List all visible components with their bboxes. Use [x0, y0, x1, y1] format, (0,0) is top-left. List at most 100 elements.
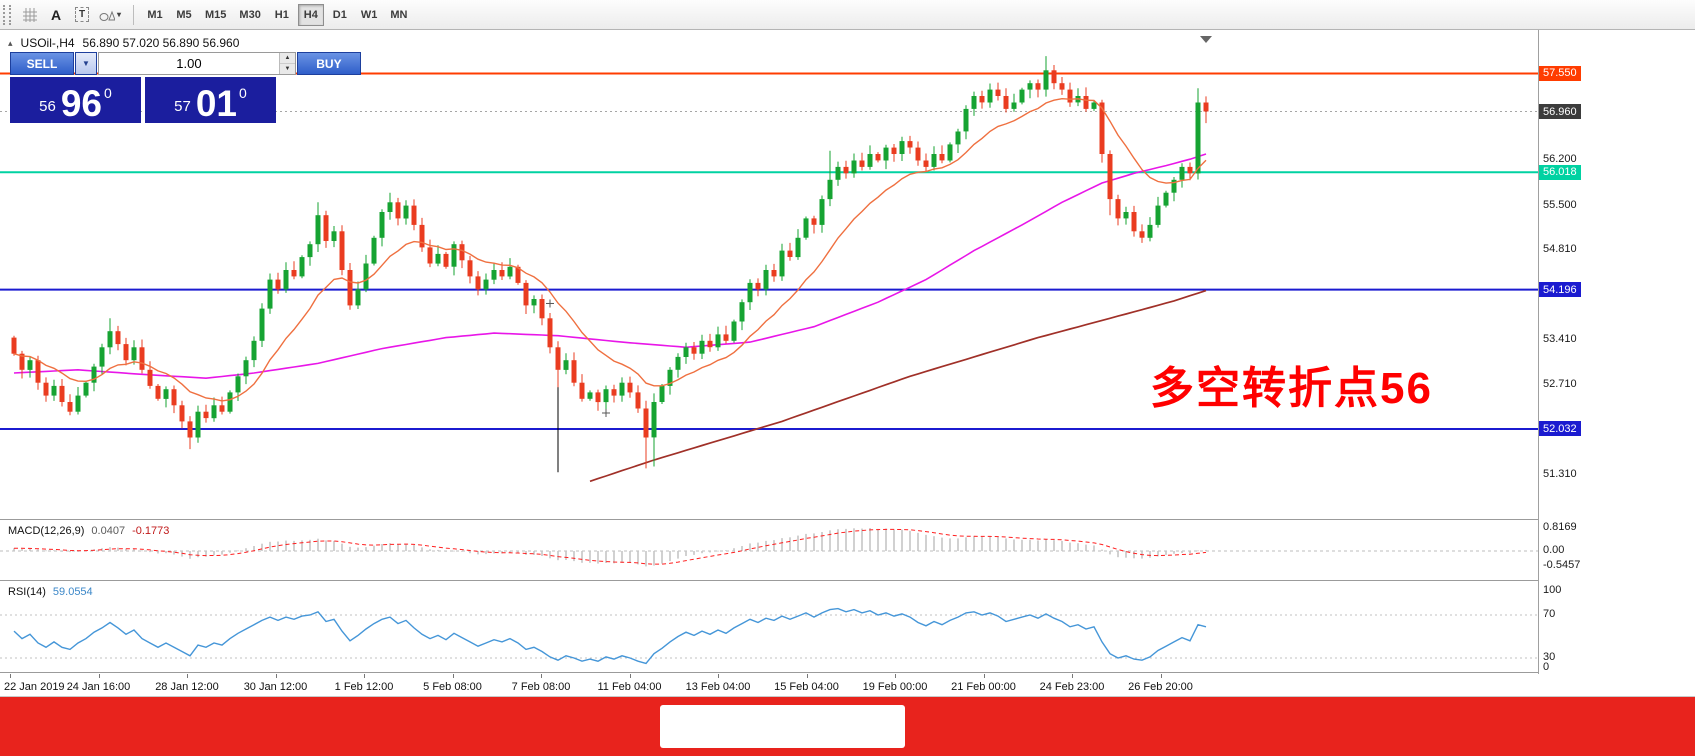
candle — [371, 237, 377, 264]
candle — [139, 347, 145, 370]
text-tool-label: A — [50, 6, 62, 23]
ma-slow-line — [589, 289, 1207, 483]
timeframe-M5[interactable]: M5 — [171, 4, 197, 26]
candle — [883, 147, 889, 161]
candle — [83, 382, 89, 396]
timeframe-H4[interactable]: H4 — [297, 3, 324, 26]
chart-annotation: 多空转折点56 — [1150, 364, 1433, 413]
chevron-down-icon: ▾ — [117, 10, 122, 19]
candle — [859, 160, 865, 167]
candle — [387, 202, 393, 212]
candle — [259, 308, 265, 341]
candle — [531, 299, 537, 306]
candle — [483, 279, 489, 290]
panel-separator[interactable] — [0, 580, 1695, 582]
candle — [171, 389, 177, 406]
volume-input[interactable] — [98, 53, 279, 74]
macd-panel[interactable]: MACD(12,26,9) 0.0407 -0.1773 — [0, 521, 1538, 580]
candle — [267, 279, 273, 309]
promo-banner[interactable] — [0, 697, 1695, 756]
timeframe-M15[interactable]: M15 — [200, 4, 231, 26]
panel-separator[interactable] — [0, 672, 1695, 674]
timeframe-M30[interactable]: M30 — [234, 4, 265, 26]
macd-histogram — [13, 528, 1207, 567]
macd-canvas[interactable] — [0, 521, 1538, 580]
timeframe-H1[interactable]: H1 — [269, 4, 295, 26]
volume-spinner: ▲ ▼ — [278, 53, 295, 74]
price-level-label: 54.196 — [1539, 282, 1581, 298]
candle — [1139, 231, 1145, 238]
sell-button[interactable]: SELL — [10, 52, 74, 75]
candle — [539, 299, 545, 319]
timeframe-D1[interactable]: D1 — [327, 4, 353, 26]
candle — [179, 405, 185, 422]
macd-title: MACD(12,26,9) — [8, 525, 85, 537]
cross-marker[interactable] — [546, 299, 554, 308]
candle — [619, 382, 625, 396]
candle — [211, 405, 217, 419]
candle — [459, 244, 465, 261]
candle — [51, 385, 57, 396]
timeframe-buttons: M1 M5 M15 M30 H1 H4 D1 W1 MN — [142, 3, 412, 26]
buy-price-big: 01 — [195, 82, 238, 124]
buy-button[interactable]: BUY — [296, 52, 361, 75]
rsi-panel[interactable]: RSI(14) 59.0554 — [0, 582, 1538, 672]
sell-price-prefix: 56 — [39, 98, 56, 115]
candle — [547, 318, 553, 348]
candle — [499, 270, 505, 277]
grid-tool-button[interactable] — [17, 3, 43, 27]
text-tool-button[interactable]: A — [43, 3, 69, 27]
sell-price-display[interactable]: 56 96 0 — [10, 77, 141, 123]
spinner-down-button[interactable]: ▼ — [279, 64, 295, 74]
candle — [203, 411, 209, 419]
candle — [867, 154, 873, 167]
shapes-tool-button[interactable]: ▾ — [95, 3, 125, 27]
panel-separator[interactable] — [0, 519, 1695, 521]
time-axis-tick — [718, 674, 719, 678]
spinner-up-button[interactable]: ▲ — [279, 53, 295, 64]
candle — [491, 270, 497, 280]
candle — [395, 202, 401, 219]
candle — [75, 395, 81, 412]
candle — [147, 369, 153, 386]
candle — [115, 331, 121, 345]
candle — [1123, 212, 1129, 219]
chart-shift-marker[interactable] — [1200, 36, 1212, 43]
volume-dropdown-button[interactable]: ▼ — [75, 52, 97, 75]
price-axis: 56.20055.50054.81054.11053.41052.71051.3… — [1538, 30, 1695, 674]
timeframe-M1[interactable]: M1 — [142, 4, 168, 26]
candle — [515, 266, 521, 283]
candle — [987, 89, 993, 103]
candle — [955, 131, 961, 145]
candle — [59, 385, 65, 402]
candle — [699, 340, 705, 354]
toolbar-grip[interactable] — [3, 4, 11, 25]
price-chart-canvas[interactable] — [0, 30, 1538, 519]
cross-marker[interactable] — [602, 408, 610, 417]
candle — [835, 166, 841, 180]
buy-price-display[interactable]: 57 01 0 — [145, 77, 276, 123]
price-axis-label: 51.310 — [1543, 468, 1577, 481]
candle — [275, 279, 281, 290]
timeframe-MN[interactable]: MN — [385, 4, 412, 26]
price-chart-panel[interactable]: ▴ USOil-,H4 56.890 57.020 56.890 56.960 … — [0, 30, 1538, 519]
toolbar-separator — [133, 4, 135, 25]
candle — [1099, 102, 1105, 154]
time-axis-tick — [10, 674, 11, 678]
candle — [507, 266, 513, 277]
candle — [187, 421, 193, 438]
label-tool-button[interactable]: T — [69, 3, 95, 27]
candle — [1027, 83, 1033, 90]
candle — [475, 276, 481, 290]
time-axis-label: 24 Feb 23:00 — [1039, 681, 1105, 693]
rsi-canvas[interactable] — [0, 582, 1538, 672]
candle — [1003, 96, 1009, 109]
candle — [963, 108, 969, 132]
timeframe-W1[interactable]: W1 — [356, 4, 383, 26]
candle — [803, 218, 809, 238]
candle — [587, 392, 593, 399]
time-axis-tick — [98, 674, 100, 678]
candle — [707, 340, 713, 348]
candle — [571, 360, 577, 383]
time-axis-label: 15 Feb 04:00 — [774, 681, 839, 693]
